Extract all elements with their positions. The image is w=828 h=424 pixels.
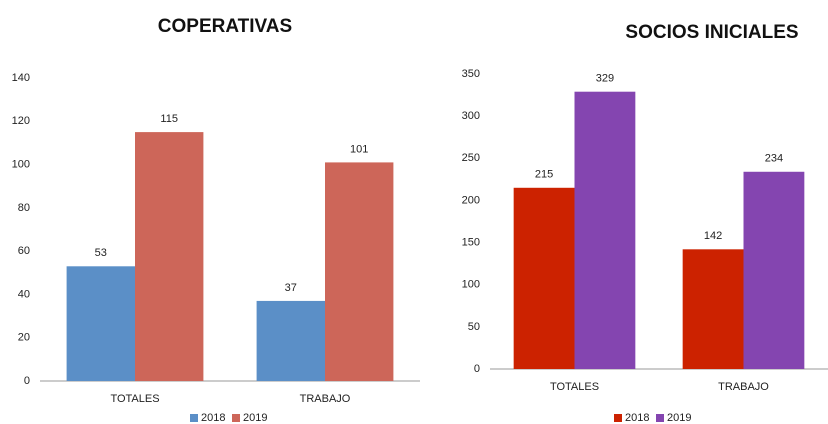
x-tick-label: TRABAJO [300,393,351,405]
x-tick-label: TRABAJO [718,381,769,393]
x-tick-label: TOTALES [110,393,159,405]
bar [513,187,575,369]
y-tick-label: 0 [474,363,480,375]
legend-swatch [614,414,622,422]
legend-label: 2019 [243,412,267,424]
bar [256,300,325,381]
bar [743,171,805,369]
chart-title: SOCIOS INICIALES [625,22,798,43]
y-tick-label: 300 [462,110,480,122]
legend-label: 2018 [201,412,225,424]
y-tick-label: 50 [468,321,480,333]
bar [574,91,636,369]
data-label: 37 [285,282,297,294]
legend-label: 2018 [625,412,649,424]
y-tick-label: 140 [12,72,30,84]
y-tick-label: 200 [462,194,480,206]
data-label: 142 [704,230,722,242]
y-tick-label: 250 [462,152,480,164]
data-label: 329 [596,73,614,85]
y-tick-label: 100 [462,279,480,291]
legend-label: 2019 [667,412,691,424]
y-tick-label: 80 [18,202,30,214]
y-tick-label: 350 [462,68,480,80]
legend-swatch [190,414,198,422]
y-tick-label: 60 [18,245,30,257]
y-tick-label: 100 [12,158,30,170]
legend-swatch [232,414,240,422]
bar [66,266,135,381]
y-tick-label: 40 [18,288,30,300]
data-label: 115 [160,113,178,125]
bar [135,132,204,381]
y-tick-label: 0 [24,375,30,387]
y-tick-label: 120 [12,115,30,127]
data-label: 53 [95,247,107,259]
legend-swatch [656,414,664,422]
bar [682,249,744,369]
data-label: 234 [765,153,783,165]
y-tick-label: 150 [462,236,480,248]
x-tick-label: TOTALES [550,381,599,393]
data-label: 101 [350,143,368,155]
y-tick-label: 20 [18,332,30,344]
chart-title: COPERATIVAS [158,16,292,37]
data-label: 215 [535,169,553,181]
bar [325,162,394,381]
